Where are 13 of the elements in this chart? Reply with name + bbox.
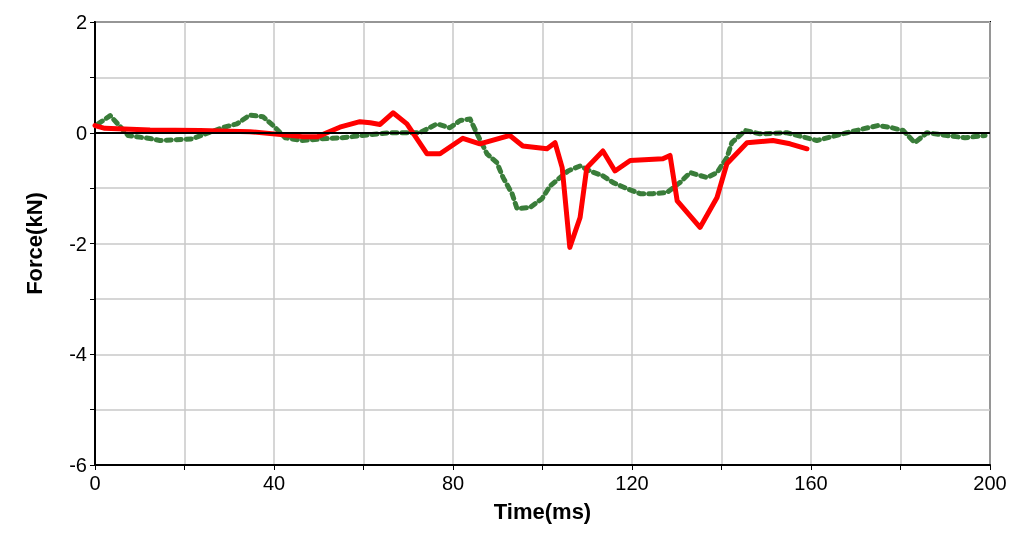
- x-tick-label: 160: [794, 472, 828, 494]
- x-tick-label: 40: [262, 472, 286, 494]
- y-tick-label: -2: [69, 232, 87, 255]
- x-tick-label: 0: [89, 472, 101, 494]
- y-tick-label: -4: [69, 343, 87, 366]
- y-axis-title: Force(kN): [21, 192, 47, 295]
- y-tick-label: 2: [75, 11, 87, 33]
- y-tick-label: -6: [69, 454, 87, 476]
- x-tick-label: 200: [973, 472, 1007, 494]
- x-tick-label: 120: [615, 472, 649, 494]
- x-axis-title: Time(ms): [493, 498, 592, 524]
- x-tick-label: 80: [441, 472, 465, 494]
- y-tick-label: 0: [75, 121, 87, 144]
